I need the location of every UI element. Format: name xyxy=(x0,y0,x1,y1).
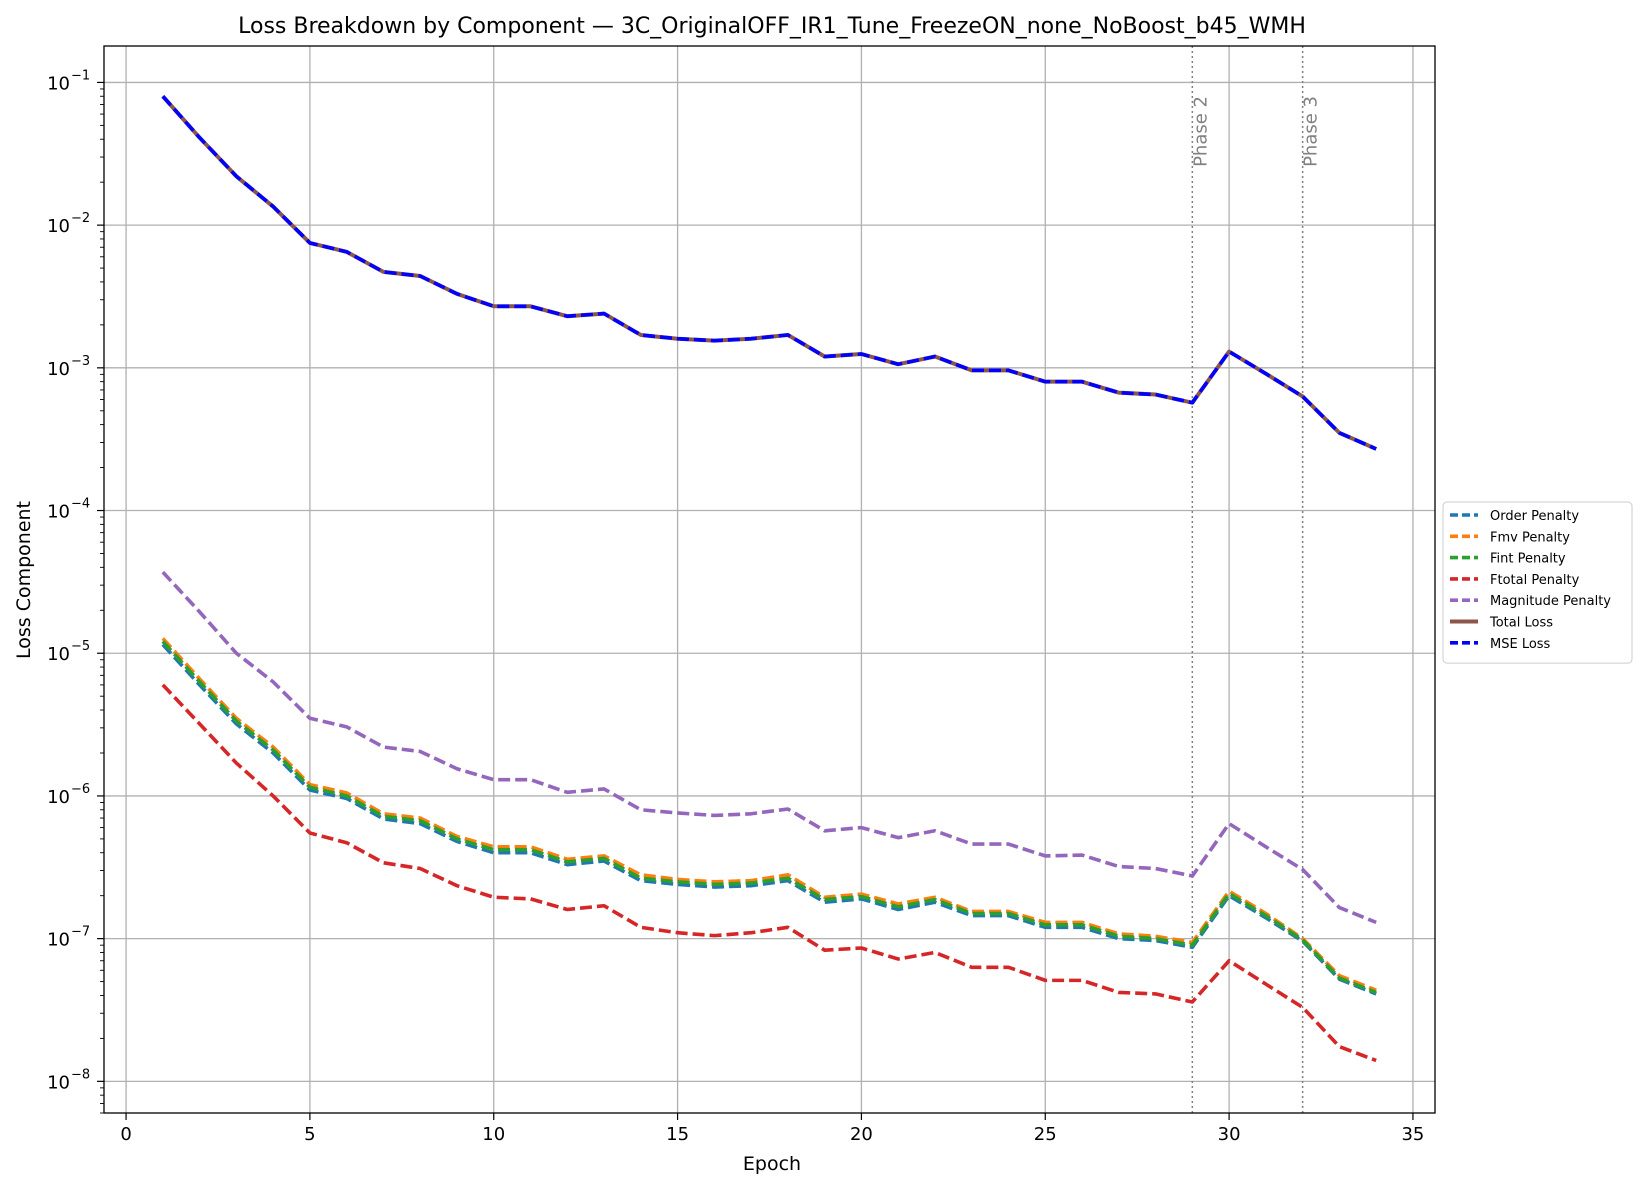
legend-label: MSE Loss xyxy=(1490,637,1551,652)
legend-label: Fint Penalty xyxy=(1490,552,1566,567)
plot-frame xyxy=(103,45,1436,1114)
x-tick-label: 5 xyxy=(304,1124,315,1145)
x-tick-label: 10 xyxy=(482,1124,505,1145)
y-tick-exponent: −8 xyxy=(71,1067,90,1082)
y-tick-exponent: −1 xyxy=(71,68,90,83)
x-tick-label: 25 xyxy=(1034,1124,1057,1145)
y-axis-label: Loss Component xyxy=(13,501,35,659)
x-axis-label: Epoch xyxy=(743,1153,801,1175)
x-tick-label: 20 xyxy=(850,1124,873,1145)
series-line-order-penalty xyxy=(161,643,1377,996)
grid xyxy=(104,46,1435,1113)
legend-box xyxy=(1442,501,1633,664)
legend-label: Magnitude Penalty xyxy=(1490,594,1611,609)
legend-label: Fmv Penalty xyxy=(1490,530,1570,545)
series-line-mse-loss xyxy=(161,95,1377,451)
y-tick-label: 10 xyxy=(47,1072,70,1093)
y-axis: 10−810−710−610−510−410−310−210−1 xyxy=(47,68,104,1114)
series-line-ftotal-penalty xyxy=(161,683,1377,1063)
series-lines xyxy=(161,94,1377,1063)
y-tick-label: 10 xyxy=(47,359,70,380)
y-tick-exponent: −5 xyxy=(71,639,90,654)
y-tick-exponent: −7 xyxy=(71,925,90,940)
x-tick-label: 30 xyxy=(1218,1124,1241,1145)
y-tick-label: 10 xyxy=(47,73,70,94)
legend: Order Penalty Fmv Penalty Fint Penalty Ftot… xyxy=(1442,501,1633,664)
x-tick-label: 0 xyxy=(120,1124,131,1145)
series-line-fint-penalty xyxy=(161,640,1377,995)
y-tick-label: 10 xyxy=(47,502,70,523)
x-tick-label: 35 xyxy=(1401,1124,1424,1145)
legend-label: Order Penalty xyxy=(1490,509,1579,524)
y-tick-label: 10 xyxy=(47,644,70,665)
x-axis: 0 5 10 15 20 25 30 35 xyxy=(120,1113,1424,1145)
legend-label: Ftotal Penalty xyxy=(1490,573,1580,588)
y-tick-exponent: −2 xyxy=(71,211,90,226)
y-tick-label: 10 xyxy=(47,787,70,808)
series-line-fmv-penalty xyxy=(161,637,1377,992)
y-tick-exponent: −3 xyxy=(71,354,90,369)
y-tick-label: 10 xyxy=(47,930,70,951)
y-tick-label: 10 xyxy=(47,216,70,237)
y-tick-exponent: −6 xyxy=(71,782,90,797)
legend-label: Total Loss xyxy=(1489,616,1553,631)
phase-label: Phase 3 xyxy=(1301,96,1322,167)
chart-title: Loss Breakdown by Component — 3C_Origina… xyxy=(238,14,1306,39)
x-tick-label: 15 xyxy=(666,1124,689,1145)
series-line-magnitude-penalty xyxy=(161,570,1377,925)
phase-label: Phase 2 xyxy=(1190,96,1211,167)
y-tick-exponent: −4 xyxy=(71,497,90,512)
phase-annotations: Phase 2 Phase 3 xyxy=(1190,46,1322,1113)
